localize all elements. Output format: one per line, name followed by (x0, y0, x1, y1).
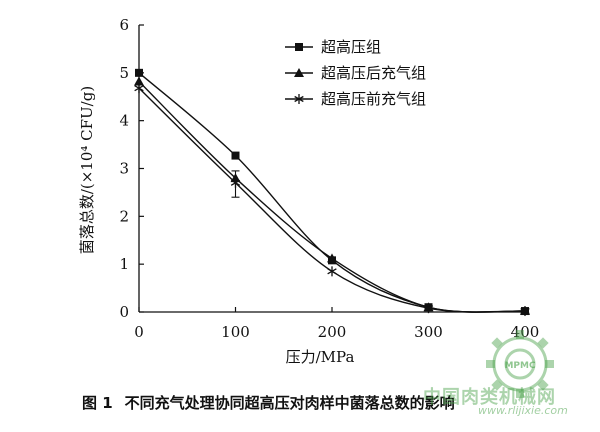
series-group (134, 68, 530, 317)
error-bar (231, 170, 240, 198)
x-tick-label: 200 (318, 323, 347, 341)
x-tick-label: 400 (511, 323, 540, 341)
data-point (134, 76, 144, 86)
legend-marker (294, 94, 304, 104)
watermark-text: 中国肉类机械网 (423, 387, 556, 408)
legend-label: 超高压组 (321, 38, 381, 56)
data-point (134, 83, 144, 94)
figure-number: 图 1 (82, 394, 113, 412)
legend-item-3: 超高压前充气组 (285, 90, 426, 108)
data-point (520, 306, 530, 317)
y-tick-label: 0 (119, 303, 129, 321)
x-axis-label: 压力/MPa (286, 348, 355, 366)
data-point (135, 68, 143, 77)
legend-item-1: 超高压组 (285, 38, 381, 56)
data-point (423, 303, 434, 314)
legend-label: 超高压前充气组 (321, 90, 426, 108)
y-tick-label: 6 (119, 16, 129, 34)
legend-item-2: 超高压后充气组 (285, 64, 426, 82)
series-3 (134, 83, 530, 317)
y-tick-label: 2 (119, 207, 129, 225)
legend-label: 超高压后充气组 (321, 64, 426, 82)
y-tick-label: 1 (119, 255, 129, 273)
data-point (327, 266, 337, 277)
y-tick-label: 4 (119, 112, 129, 130)
x-tick-label: 100 (221, 323, 250, 341)
data-point (327, 253, 337, 263)
data-point (231, 151, 240, 160)
watermark-url: www.rlijixie.com (478, 404, 568, 417)
x-tick-label: 0 (134, 323, 144, 341)
watermark-gear-logo: MPMC (486, 330, 554, 398)
x-tick-label: 300 (414, 323, 443, 341)
y-tick-label: 5 (119, 64, 129, 82)
figure-caption-text: 不同充气处理协同超高压对肉样中菌落总数的影响 (124, 394, 455, 412)
watermark-emblem-text: MPMC (504, 361, 536, 371)
series-line (138, 80, 526, 313)
series-2 (134, 76, 530, 316)
y-axis-label: 菌落总数/(×10⁴ CFU/g) (78, 86, 96, 254)
figure-caption: 图 1 不同充气处理协同超高压对肉样中菌落总数的影响 (82, 392, 467, 413)
tick-group: 0 1 2 3 4 5 6 0 100 200 300 400 (119, 16, 539, 341)
legend-marker (295, 43, 303, 51)
y-tick-label: 3 (119, 160, 129, 178)
legend-marker (294, 68, 304, 77)
